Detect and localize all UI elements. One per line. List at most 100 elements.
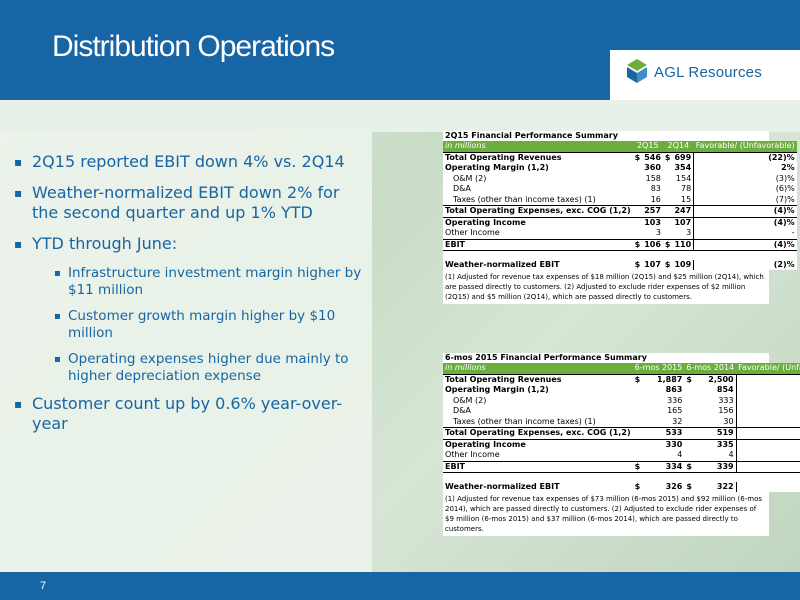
value-current: 533 [645, 427, 685, 439]
spacer-row [443, 251, 797, 260]
row-label: Operating Margin (1,2) [445, 385, 549, 394]
row-label: EBIT [443, 238, 633, 251]
logo: AGL Resources [610, 50, 800, 100]
table-title: 2Q15 Financial Performance Summary [443, 131, 769, 141]
dollar-sign [684, 450, 697, 461]
table-row: Operating Income 330 335(1)% [443, 438, 800, 450]
row-label: Weather-normalized EBIT [445, 481, 560, 491]
header-band [0, 100, 800, 132]
agl-logo-icon [627, 59, 647, 83]
value-prior: 519 [696, 427, 737, 439]
dollar-sign: $ [664, 259, 671, 269]
value-change: (6)% [736, 406, 800, 417]
value-prior: 2,500 [696, 373, 737, 385]
bullet-list: 2Q15 reported EBIT down 4% vs. 2Q14 Weat… [14, 152, 364, 445]
value-current: 107 [644, 259, 661, 269]
value-prior: 339 [696, 460, 737, 473]
value-current: 334 [645, 460, 685, 473]
table-header-row: in millions 2Q15 2Q14 Favorable/ (Unfavo… [443, 141, 797, 152]
value-change: (2)% [773, 259, 795, 269]
value-current: 106 [642, 238, 663, 251]
value-current: 330 [645, 438, 685, 450]
dollar-sign [663, 195, 673, 206]
dollar-sign [663, 163, 673, 174]
value-current: 360 [644, 163, 661, 172]
dollar-sign: $ [684, 460, 697, 473]
table-2q15: 2Q15 Financial Performance Summary in mi… [443, 131, 797, 304]
header-col2: 2Q14 [662, 141, 694, 152]
value-current: 3 [655, 228, 661, 237]
dollar-sign [662, 216, 673, 228]
value-change: (7)% [775, 194, 795, 204]
dollar-sign [632, 205, 643, 217]
dollar-sign: $ [662, 151, 673, 163]
row-label: Total Operating Revenues [443, 151, 633, 163]
value-current: 257 [642, 205, 663, 217]
value-change: (4)% [693, 238, 797, 251]
header-col1: 2Q15 [632, 141, 663, 152]
table-header-row: in millions 6-mos 2015 6-mos 2014 Favora… [443, 363, 800, 374]
logo-text: AGL Resources [654, 64, 762, 81]
value-change: (3)% [736, 427, 800, 439]
dollar-sign [632, 427, 646, 439]
value-prior: 335 [696, 438, 737, 450]
value-change: 2% [781, 163, 795, 172]
value-current: 103 [642, 216, 663, 228]
value-prior: 4 [696, 450, 737, 461]
bullet-item: YTD through June: [14, 234, 364, 254]
table-6mos: 6-mos 2015 Financial Performance Summary… [443, 353, 800, 536]
value-prior: 109 [672, 259, 695, 270]
row-label: D&A [453, 406, 471, 415]
dollar-sign [663, 174, 673, 185]
row-label: Total Operating Expenses, exc. COG (1,2) [443, 427, 633, 439]
dollar-sign [633, 163, 643, 174]
value-current: 158 [645, 173, 661, 183]
financial-table: in millions 2Q15 2Q14 Favorable/ (Unfavo… [443, 141, 797, 270]
table-row: Total Operating Expenses, exc. COG (1,2)… [443, 427, 800, 439]
page-title: Distribution Operations [52, 30, 335, 63]
sub-bullet-item: Infrastructure investment margin higher … [54, 265, 364, 299]
table-row: Total Operating Revenues $546 $699 (22)% [443, 151, 797, 163]
table-row: Taxes (other than income taxes) (1) 32 30(… [443, 416, 800, 428]
dollar-sign [633, 396, 646, 407]
dollar-sign [633, 195, 643, 206]
value-change: (7)% [736, 417, 800, 428]
value-change: 1% [736, 385, 800, 396]
header-col3: Favorable/ (Unfavorable) [693, 141, 797, 152]
row-label: Other Income [445, 450, 500, 459]
dollar-sign: $ [634, 259, 641, 269]
dollar-sign: $ [632, 373, 646, 385]
value-change: (22)% [693, 151, 797, 163]
bullet-item: 2Q15 reported EBIT down 4% vs. 2Q14 [14, 152, 364, 172]
table-row: EBIT$334$339(1)% [443, 460, 800, 473]
sub-bullet-item: Customer growth margin higher by $10 mil… [54, 308, 364, 342]
header-label: in millions [443, 363, 633, 374]
table-row: Operating Income 103 107 (4)% [443, 216, 797, 228]
table-row: Operating Margin (1,2) 863 8541% [443, 385, 800, 396]
value-prior: 699 [672, 151, 695, 163]
dollar-sign: $ [686, 481, 692, 491]
table-row: Weather-normalized EBIT $107 $109 (2)% [443, 259, 797, 270]
value-change: (6)% [775, 184, 795, 193]
dollar-sign [633, 385, 646, 396]
table-row: EBIT $106 $110 (4)% [443, 238, 797, 251]
row-label: Operating Income [443, 216, 633, 228]
table-row: D&A 83 78 (6)% [443, 184, 797, 195]
dollar-sign [684, 427, 697, 439]
dollar-sign [684, 406, 697, 417]
header-label: in millions [443, 141, 633, 152]
value-prior: 15 [672, 194, 695, 206]
table-row: Total Operating Revenues$1,887$2,500(25)… [443, 373, 800, 385]
table-title: 6-mos 2015 Financial Performance Summary [443, 353, 769, 363]
value-prior: 156 [696, 406, 737, 417]
value-current: 863 [665, 385, 683, 394]
dollar-sign [684, 417, 697, 428]
value-prior: 110 [672, 238, 695, 251]
row-label: O&M (2) [453, 173, 487, 183]
table-row: Taxes (other than income taxes) (1) 16 15 (… [443, 194, 797, 206]
value-prior: 354 [672, 163, 695, 174]
table-row: Other Income 3 3 - [443, 228, 797, 239]
row-label: Operating Income [443, 438, 633, 450]
dollar-sign [632, 216, 643, 228]
value-current: 546 [642, 151, 663, 163]
